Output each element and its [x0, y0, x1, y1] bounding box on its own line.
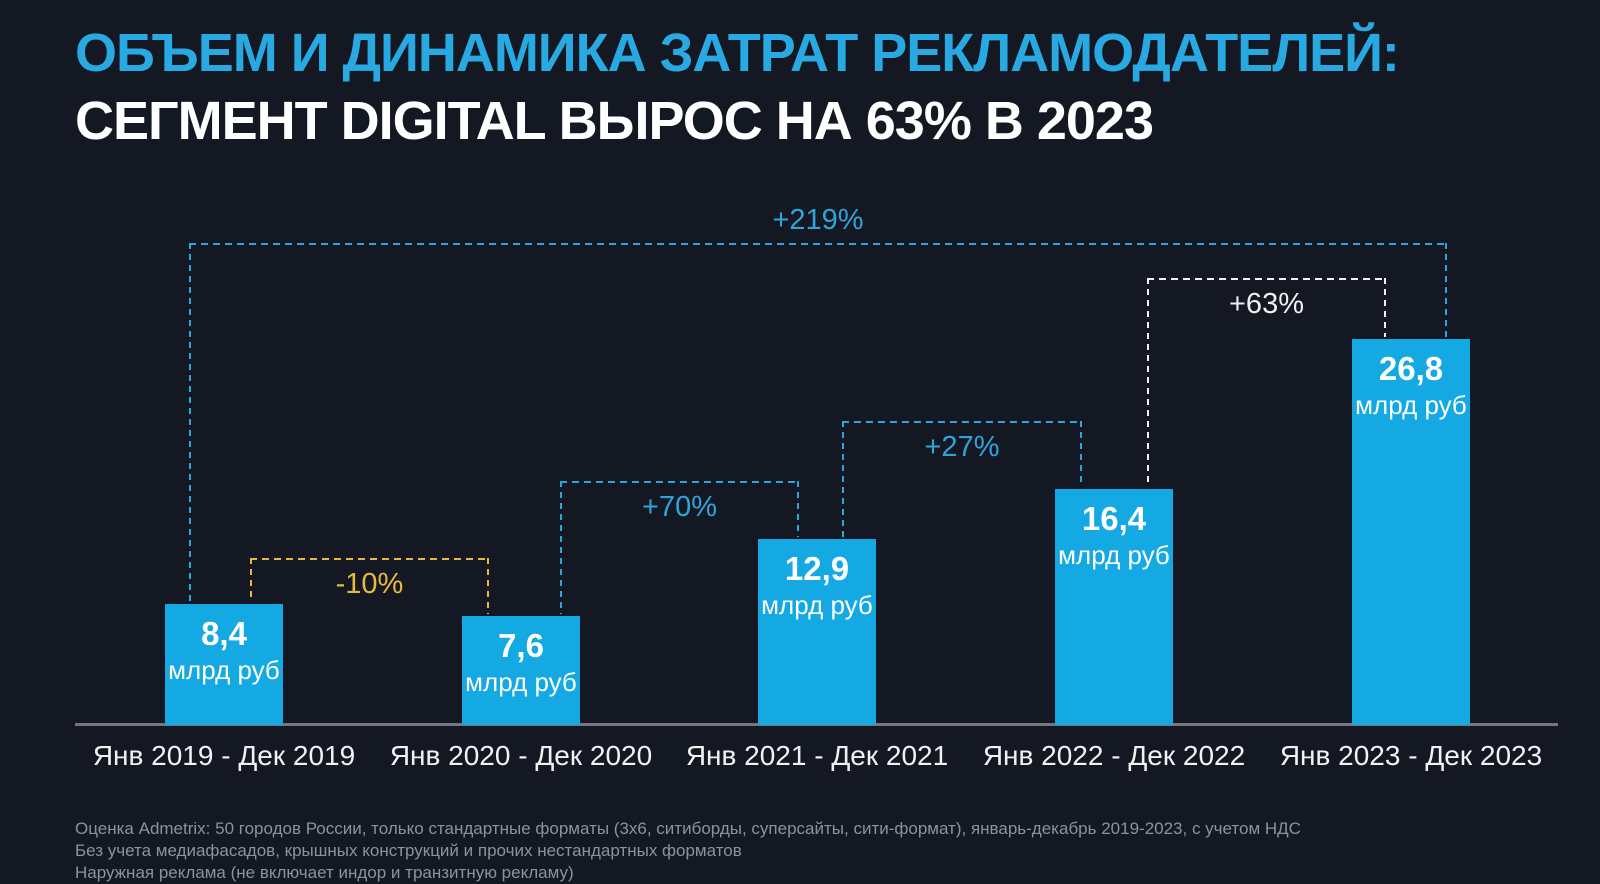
- growth-bracket-line: [1147, 278, 1149, 487]
- growth-bracket-line: [797, 481, 799, 537]
- footnotes: Оценка Admetrix: 50 городов России, толь…: [75, 818, 1301, 884]
- growth-bracket-label: +63%: [1229, 288, 1304, 320]
- x-axis-label: Янв 2019 - Дек 2019: [92, 740, 356, 771]
- x-axis-label: Янв 2020 - Дек 2020: [389, 740, 653, 771]
- growth-bracket-label: +70%: [642, 491, 717, 523]
- growth-bracket-line: [189, 243, 1447, 245]
- bar-unit-label: млрд руб: [761, 590, 873, 620]
- bar-unit-label: млрд руб: [1355, 390, 1467, 420]
- growth-bracket-line: [1384, 278, 1386, 337]
- bar-unit-label: млрд руб: [465, 667, 577, 697]
- footer-note: Без учета медиафасадов, крышных конструк…: [75, 841, 742, 860]
- growth-bracket-label: -10%: [335, 568, 404, 600]
- bar: 8,4 млрд руб: [165, 604, 283, 725]
- growth-bracket-line: [1080, 421, 1082, 487]
- growth-bracket-line: [250, 558, 252, 602]
- growth-bracket-line: [1445, 243, 1447, 337]
- footer-note: Оценка Admetrix: 50 городов России, толь…: [75, 819, 1301, 838]
- bar-value-label: 12,9: [784, 550, 850, 587]
- growth-bracket-line: [842, 421, 844, 537]
- bar: 26,8 млрд руб: [1352, 339, 1470, 725]
- growth-bracket-label: +219%: [772, 204, 864, 236]
- bar-value-label: 26,8: [1378, 350, 1444, 387]
- footer-note: Наружная реклама (не включает индор и тр…: [75, 863, 574, 882]
- bar: 7,6 млрд руб: [462, 616, 580, 725]
- growth-bracket-line: [842, 421, 1082, 423]
- growth-bracket-line: [1147, 278, 1386, 280]
- growth-bracket-line: [189, 243, 191, 602]
- bar: 16,4 млрд руб: [1055, 489, 1173, 725]
- page-title-line1: ОБЪЕМ И ДИНАМИКА ЗАТРАТ РЕКЛАМОДАТЕЛЕЙ:: [75, 23, 1400, 83]
- x-axis-label: Янв 2022 - Дек 2022: [982, 740, 1246, 771]
- bar-unit-label: млрд руб: [168, 655, 280, 685]
- growth-bracket-line: [560, 481, 562, 614]
- page-title-line2: СЕГМЕНТ DIGITAL ВЫРОС НА 63% В 2023: [75, 91, 1154, 151]
- growth-bracket-line: [560, 481, 799, 483]
- x-axis-label: Янв 2021 - Дек 2021: [685, 740, 949, 771]
- growth-bracket-line: [250, 558, 489, 560]
- bar: 12,9 млрд руб: [758, 539, 876, 725]
- bar-unit-label: млрд руб: [1058, 540, 1170, 570]
- growth-bracket-line: [487, 558, 489, 614]
- bar-value-label: 8,4: [201, 615, 247, 652]
- bar-value-label: 16,4: [1081, 500, 1147, 537]
- bar-value-label: 7,6: [498, 627, 544, 664]
- growth-bracket-label: +27%: [924, 431, 1000, 463]
- x-axis-label: Янв 2023 - Дек 2023: [1279, 740, 1543, 771]
